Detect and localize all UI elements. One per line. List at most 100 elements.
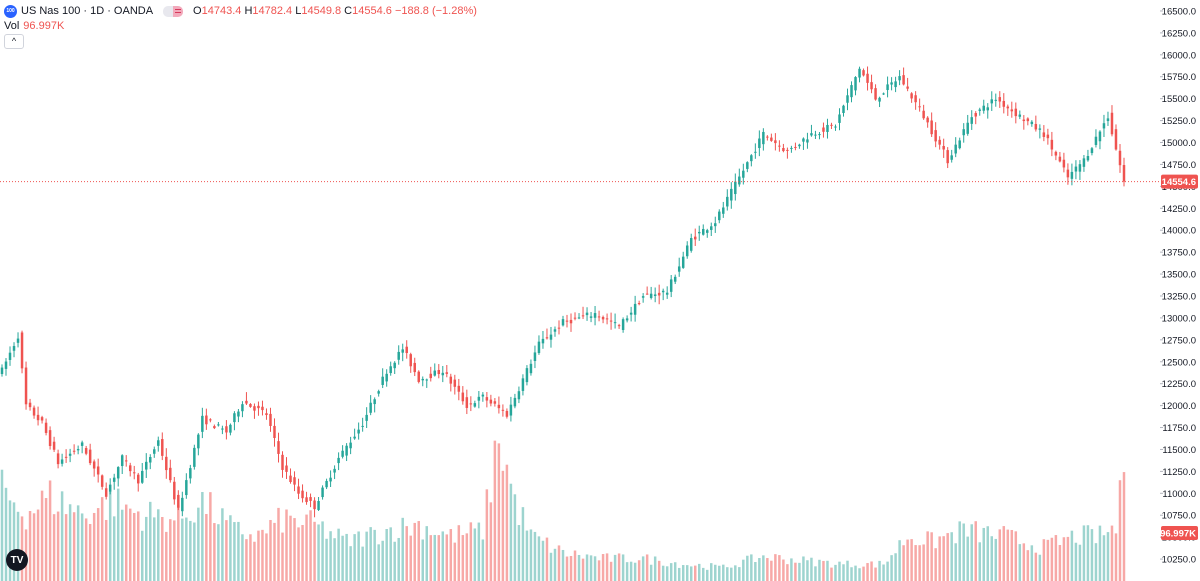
volume-bar: [605, 553, 609, 581]
candle-down: [96, 466, 100, 475]
candle-up: [894, 81, 897, 88]
candle-down: [137, 474, 140, 484]
volume-bar: [36, 509, 40, 581]
candle-down: [257, 405, 260, 409]
tradingview-logo-icon[interactable]: TV: [6, 549, 28, 571]
candle-down: [36, 414, 40, 421]
candle-down: [862, 70, 865, 76]
volume-bar: [641, 556, 645, 581]
y-tick-label: 13500.0: [1162, 270, 1196, 281]
volume-bar: [918, 545, 921, 581]
candle-up: [397, 351, 400, 360]
candle-down: [1022, 119, 1026, 122]
volume-bar: [261, 529, 264, 581]
open-value: 14743.4: [201, 5, 242, 17]
volume-bar: [92, 512, 96, 581]
volume-bar: [1066, 536, 1070, 581]
candle-down: [213, 426, 216, 429]
candle-down: [205, 415, 208, 425]
candle-down: [313, 500, 316, 510]
candle-down: [309, 497, 312, 501]
y-tick-label: 13000.0: [1162, 313, 1196, 324]
candle-up: [826, 124, 829, 132]
symbol-title[interactable]: US Nas 100 · 1D · OANDA: [21, 5, 154, 17]
volume-bar: [1114, 533, 1118, 581]
candle-down: [794, 146, 797, 148]
volume-bar: [982, 527, 985, 581]
volume-bar: [589, 555, 593, 581]
candle-down: [501, 409, 505, 411]
candle-down: [545, 337, 549, 339]
candle-up: [677, 266, 681, 272]
candle-down: [1046, 134, 1050, 139]
volume-bar: [193, 522, 196, 581]
legend-options-pill[interactable]: [163, 5, 184, 17]
volume-bar: [637, 560, 641, 581]
candle-down: [297, 486, 300, 494]
volume-bar: [986, 526, 989, 581]
volume-bar: [998, 529, 1002, 581]
volume-bar: [649, 564, 653, 581]
collapse-legend-button[interactable]: ^: [4, 34, 24, 49]
volume-bar: [505, 464, 509, 581]
volume-bar: [229, 515, 232, 581]
candle-up: [810, 133, 813, 136]
candle-down: [64, 456, 68, 458]
volume-bar: [1038, 554, 1042, 581]
candle-up: [710, 226, 713, 230]
volume-bar: [834, 564, 837, 581]
candle-up: [726, 196, 729, 207]
volume-bar: [88, 523, 92, 581]
volume-bar: [361, 546, 364, 581]
candle-up: [1094, 136, 1098, 145]
volume-bar: [826, 560, 829, 581]
candle-down: [465, 397, 469, 408]
y-tick-label: 15750.0: [1162, 72, 1196, 83]
volume-bar: [553, 548, 557, 581]
volume-bar: [429, 535, 433, 581]
volume-bar: [754, 562, 757, 581]
volume-bar: [357, 531, 360, 581]
volume-label[interactable]: Vol: [4, 20, 20, 32]
y-tick-label: 13250.0: [1162, 291, 1196, 302]
volume-bar: [549, 552, 553, 581]
candle-up: [850, 85, 853, 98]
volume-bar: [1026, 550, 1030, 581]
candlestick-series: [0, 66, 1126, 518]
candle-up: [116, 467, 120, 479]
volume-bar: [706, 569, 709, 581]
candle-down: [974, 113, 977, 117]
volume-bar: [32, 513, 36, 581]
symbol-logo-icon[interactable]: 100: [4, 4, 17, 18]
volume-bar: [333, 538, 336, 581]
volume-bar: [994, 538, 998, 581]
candle-down: [72, 450, 76, 452]
volume-bar: [810, 557, 813, 581]
candle-up: [990, 99, 994, 104]
volume-bar: [1082, 525, 1086, 581]
volume-bar: [245, 539, 248, 581]
candle-down: [273, 425, 276, 438]
volume-bar: [1050, 537, 1054, 581]
candle-down: [40, 417, 44, 421]
volume-bar: [1098, 525, 1102, 581]
candle-down: [277, 441, 280, 454]
candle-down: [998, 97, 1002, 102]
volume-bar: [473, 528, 477, 581]
volume-bar: [80, 513, 84, 581]
eye-toggle-icon[interactable]: [163, 5, 174, 17]
candle-up: [76, 449, 80, 451]
volume-bar: [369, 527, 372, 581]
price-axis[interactable]: 16500.0 16250.0 16000.0 15750.0 15500.0 15250…: [1160, 6, 1198, 566]
candle-down: [938, 139, 941, 145]
candle-down: [249, 404, 252, 407]
volume-bar: [894, 553, 897, 581]
candle-down: [289, 475, 292, 482]
candle-up: [629, 312, 633, 315]
volume-bar: [702, 567, 705, 581]
volume-bar: [1046, 539, 1050, 581]
volume-bar: [385, 529, 388, 581]
svg-text:14554.6: 14554.6: [1162, 177, 1196, 188]
menu-icon[interactable]: [173, 5, 184, 17]
